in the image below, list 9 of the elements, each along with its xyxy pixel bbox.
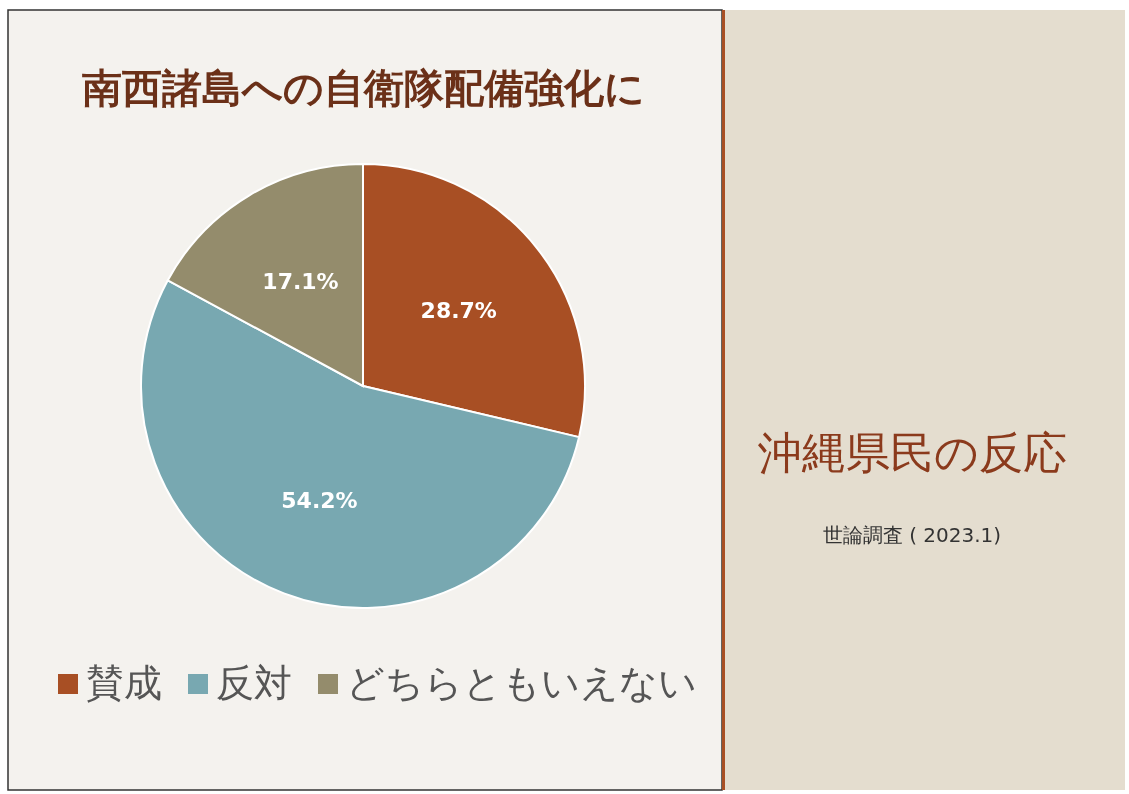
text: 沖縄県民の反応	[757, 427, 1067, 478]
chart-title: 南西諸島への自衛隊配備強化に	[81, 65, 645, 111]
text: 世論調査 ( 2023.1)	[822, 523, 1002, 547]
legend-label: 賛成	[86, 661, 162, 705]
data-label: 17.1%	[262, 269, 339, 295]
data-label: 54.2%	[281, 488, 358, 514]
legend-label: 反対	[216, 661, 292, 705]
data-label: 28.7%	[420, 298, 497, 324]
legend-label: どちらともいえない	[346, 661, 697, 705]
